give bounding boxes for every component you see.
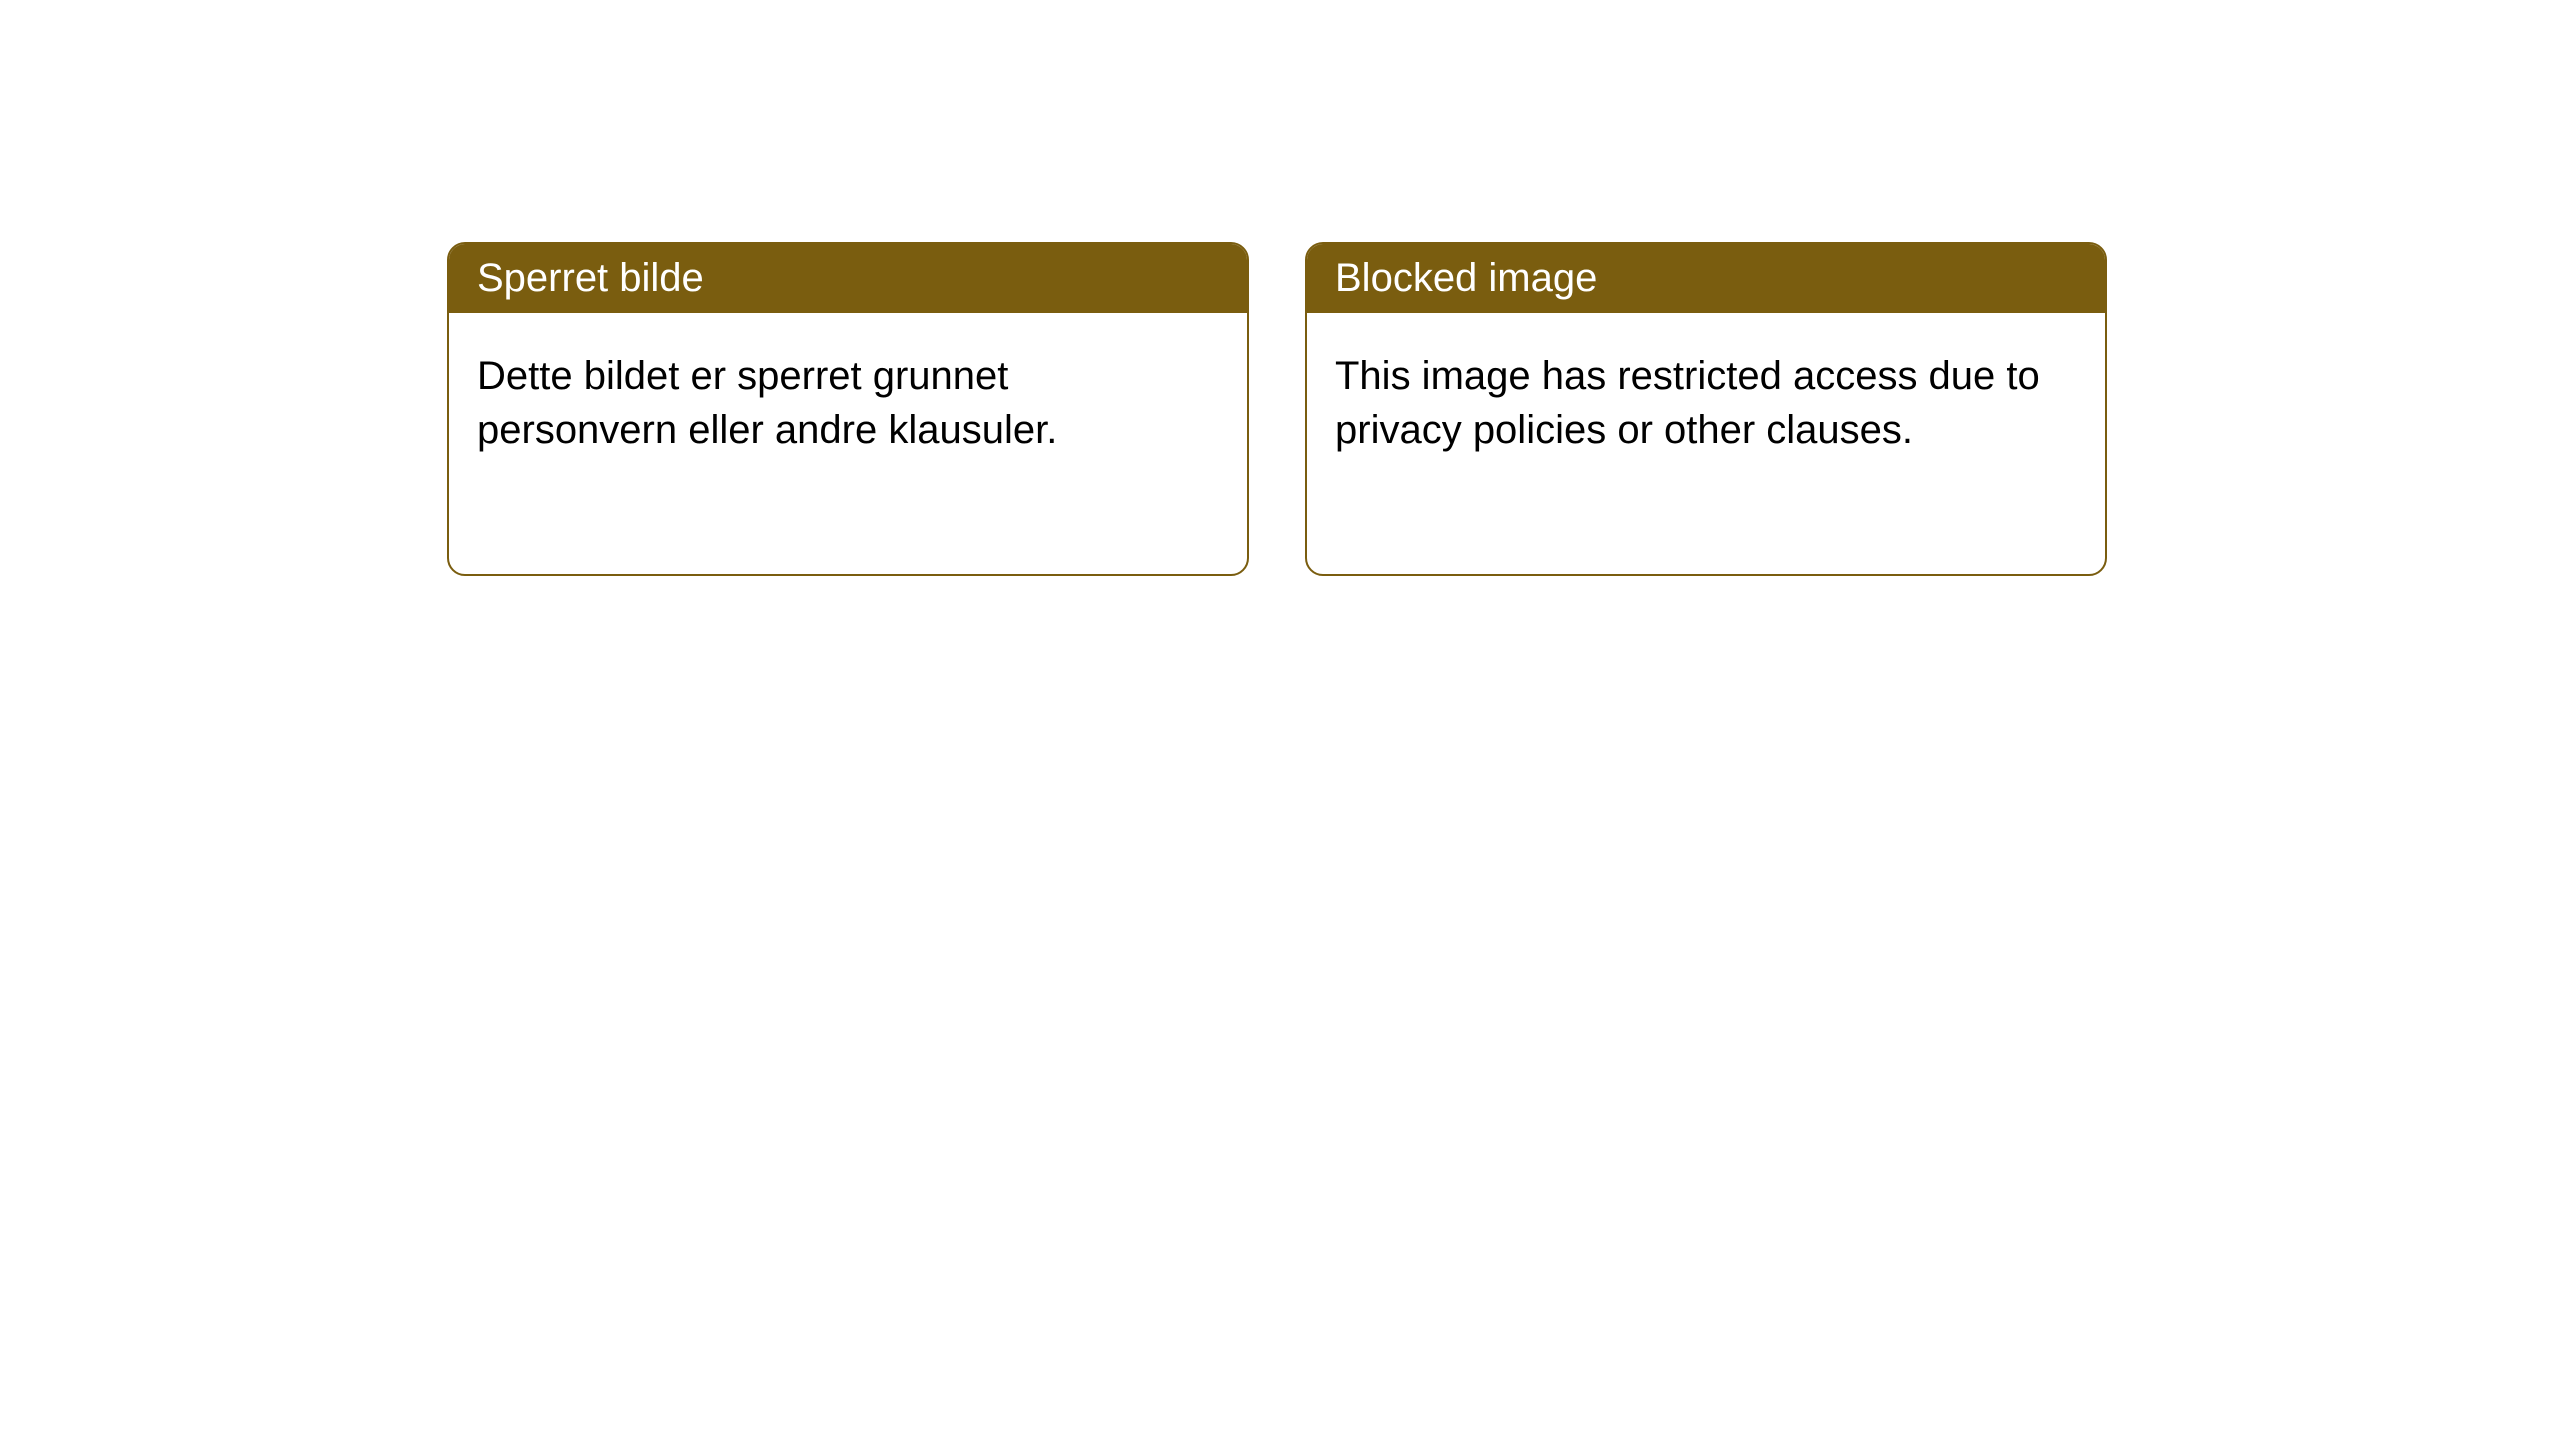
notice-title-norwegian: Sperret bilde (477, 256, 704, 300)
notice-header-norwegian: Sperret bilde (449, 244, 1247, 313)
notice-title-english: Blocked image (1335, 256, 1597, 300)
notice-body-norwegian: Dette bildet er sperret grunnet personve… (449, 313, 1247, 493)
notice-card-norwegian: Sperret bilde Dette bildet er sperret gr… (447, 242, 1249, 576)
notice-container: Sperret bilde Dette bildet er sperret gr… (447, 242, 2107, 576)
notice-text-english: This image has restricted access due to … (1335, 354, 2040, 452)
notice-body-english: This image has restricted access due to … (1307, 313, 2105, 493)
notice-header-english: Blocked image (1307, 244, 2105, 313)
notice-card-english: Blocked image This image has restricted … (1305, 242, 2107, 576)
notice-text-norwegian: Dette bildet er sperret grunnet personve… (477, 354, 1057, 452)
